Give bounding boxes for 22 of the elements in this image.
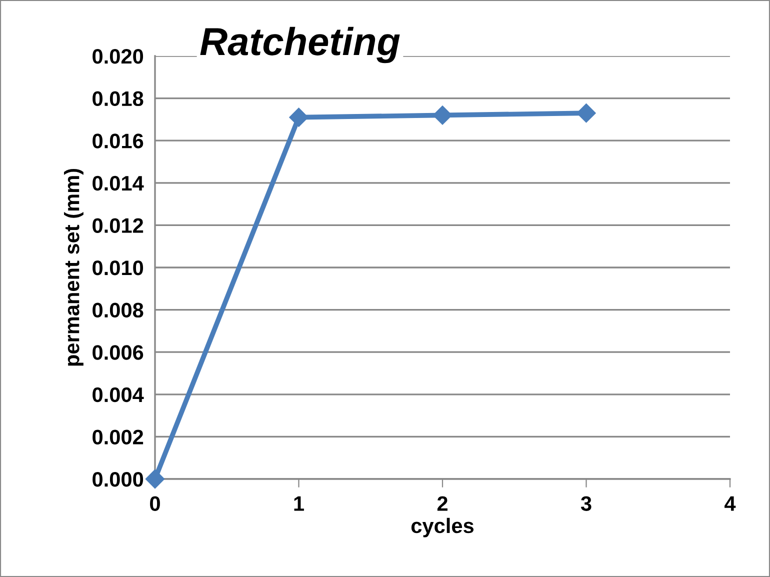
y-tick-label: 0.010	[92, 260, 144, 276]
point	[576, 104, 596, 123]
y-tick-label: 0.020	[92, 49, 144, 64]
x-tick-label: 1	[294, 496, 304, 511]
x-tick-label: 2	[437, 496, 448, 511]
point	[145, 469, 165, 489]
y-tick-label: 0.000	[92, 472, 144, 487]
chart-title: Ratcheting	[200, 26, 400, 64]
y-tick-label: 0.018	[92, 91, 144, 106]
y-tick-label: 0.008	[92, 302, 144, 318]
x-axis-title: cycles	[411, 518, 474, 538]
y-tick-label: 0.002	[92, 430, 144, 444]
y-tick-label: 0.004	[92, 387, 144, 402]
y-axis-title: permanent set (mm)	[64, 168, 84, 366]
y-tick-label: 0.014	[92, 176, 144, 191]
y-tick-label: 0.012	[92, 218, 144, 233]
x-tick-label: 0	[150, 496, 160, 511]
x-tick-label: 4	[724, 496, 736, 511]
y-tick-label: 0.016	[92, 134, 144, 148]
point	[289, 108, 308, 127]
y-tick-label: 0.006	[92, 345, 144, 360]
x-tick-label: 3	[580, 496, 592, 511]
